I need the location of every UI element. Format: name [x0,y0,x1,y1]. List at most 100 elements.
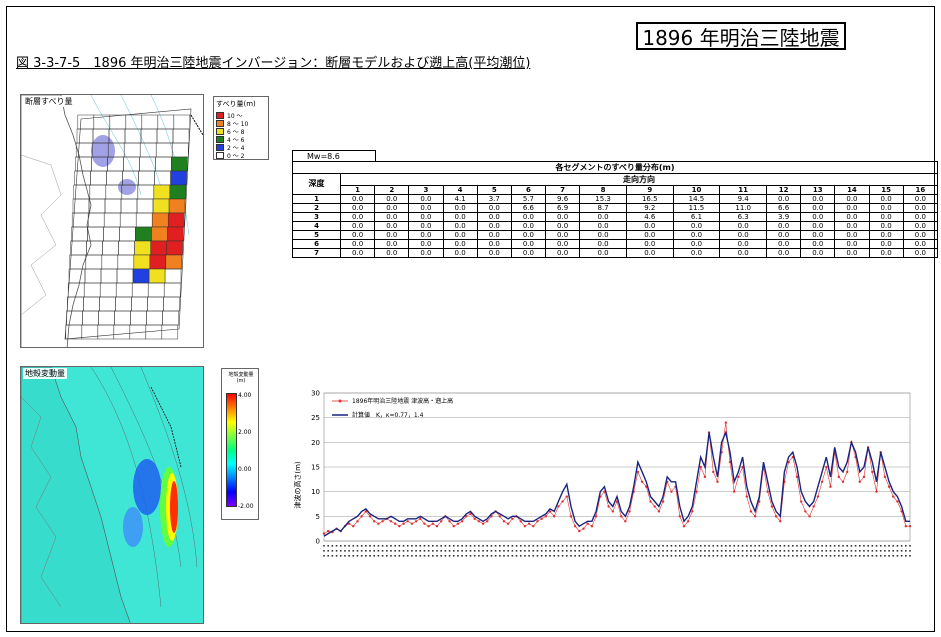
station-marker [356,550,359,552]
station-marker [838,545,840,547]
station-marker [712,550,715,552]
slip-cell [155,156,172,172]
data-point-observed [532,525,535,528]
station-marker [825,550,828,552]
slip-legend-item: 2 ～ 4 [216,143,266,152]
data-point-observed [414,520,418,523]
data-point-observed [326,529,330,533]
station-marker [528,545,530,547]
table-cell: 0.0 [476,230,512,240]
station-marker [653,550,656,552]
slip-table-title: 各セグメントのすべり量分布(m) [292,161,938,174]
station-marker [545,550,547,552]
station-marker [653,545,656,547]
table-cell: 0.0 [442,239,478,249]
station-marker [344,550,346,552]
data-point-observed [875,490,878,493]
table-cell: 3.9 [766,212,802,222]
station-marker [632,555,635,557]
slip-cell [138,170,155,186]
station-marker [595,555,597,557]
data-point-observed [481,522,485,525]
station-marker [687,555,689,557]
table-cell: 0.0 [442,212,478,222]
data-point-observed [590,525,594,528]
station-marker [729,545,731,547]
tsunami-height-chart: 0 5 10 15 20 25 30 津波の高さ(m) 1896年明治三陸地震 津波高・遡上… [294,390,912,557]
station-marker [511,545,514,547]
station-marker [490,550,493,552]
slip-cell [151,212,169,228]
station-marker [695,555,698,557]
station-marker [854,555,857,557]
station-marker [787,545,790,547]
slip-cell [161,324,179,340]
station-marker [423,550,426,552]
station-marker [390,555,392,557]
table-cell: 0.0 [545,230,581,240]
station-marker [850,545,853,547]
station-marker [829,550,832,552]
data-point-observed [465,515,468,518]
station-marker [607,555,610,557]
station-marker [473,550,476,552]
row-depth: 1 [292,194,341,204]
slip-cell [98,310,115,326]
station-marker [829,555,832,557]
station-marker [900,550,903,552]
station-marker [591,545,593,547]
station-marker [582,550,585,552]
slip-legend-label: 4 ～ 6 [227,136,245,144]
station-marker [796,555,798,557]
station-marker [574,545,576,547]
table-cell: 0.0 [868,203,904,213]
station-marker [419,550,422,552]
station-marker [448,550,451,552]
data-point-observed [373,520,376,523]
station-marker [875,550,878,552]
slip-cell [150,240,167,256]
table-cell: 0.0 [339,203,376,213]
slip-cell [156,128,174,144]
slip-map-label: 断層すべり量 [23,96,75,107]
station-marker [603,545,606,547]
station-marker [632,550,635,552]
station-marker [658,545,660,547]
data-point-observed [502,520,506,523]
column-header: 9 [625,185,674,195]
station-marker [909,545,911,547]
table-cell: 0.0 [476,203,512,213]
table-cell: 0.0 [868,230,904,240]
station-marker [670,555,673,557]
deformation-tick: 4.00 [238,392,252,399]
data-point-observed [862,475,866,479]
slip-cell [114,310,131,326]
station-marker [557,550,560,552]
page-frame [6,6,935,632]
y-tick-label: 25 [311,414,320,422]
station-marker [578,555,581,557]
station-marker [879,545,882,547]
table-row: 2 0.0 0.0 0.0 0.0 0.0 6.6 6.9 8.7 9.2 11.5 11.0 6.6 0… [292,203,939,213]
station-marker [561,555,564,557]
station-marker [591,555,593,557]
station-marker [632,545,635,547]
station-marker [540,550,543,552]
station-marker [486,550,489,552]
station-marker [909,550,911,552]
table-cell: 9.4 [719,194,768,204]
table-cell: 0.0 [902,221,939,231]
legend-marker-observed [338,399,342,403]
data-point-observed [536,520,539,523]
legend-label-computed: 計算値 K，κ=0.77，1.4 [352,411,424,419]
station-marker [612,550,614,552]
station-marker [595,550,597,552]
station-marker [461,555,463,557]
station-marker [821,550,823,552]
station-marker [381,555,384,557]
station-marker [469,545,472,547]
table-cell: 0.0 [408,230,444,240]
station-marker [678,555,681,557]
data-point-observed [360,515,363,518]
data-point-observed [820,480,824,483]
